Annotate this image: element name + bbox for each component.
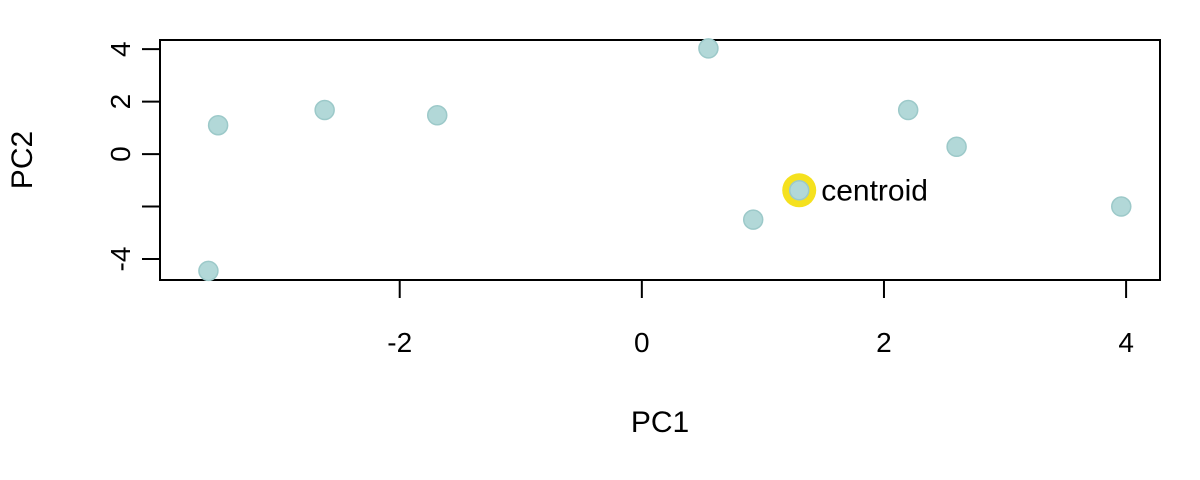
plot-frame (159, 39, 1161, 281)
data-point (698, 38, 719, 59)
data-point (946, 136, 967, 158)
data-point (426, 105, 448, 126)
x-tick-label: 0 (634, 327, 650, 358)
y-axis: -4 0 2 4 (105, 41, 160, 271)
y-axis-label: PC2 (6, 131, 39, 189)
data-point (314, 99, 335, 121)
centroid-label: centroid (821, 174, 928, 207)
centroid-point (788, 180, 810, 201)
data-point (198, 260, 219, 282)
x-axis-label: PC1 (631, 406, 689, 439)
x-tick-label: -2 (387, 327, 412, 358)
x-tick-label: 2 (876, 327, 892, 358)
data-point (742, 209, 764, 230)
y-tick-label: 0 (105, 146, 136, 162)
data-points (198, 38, 1132, 282)
data-point (1111, 196, 1132, 217)
centroid-marker: centroid (782, 173, 928, 208)
x-tick-label: 4 (1118, 327, 1134, 358)
y-tick-label: 2 (105, 94, 136, 110)
y-tick-label: -4 (105, 247, 136, 272)
data-point (207, 114, 229, 136)
x-axis: -2 0 2 4 (387, 280, 1134, 358)
y-tick-label: 4 (105, 41, 136, 57)
data-point (897, 99, 919, 121)
